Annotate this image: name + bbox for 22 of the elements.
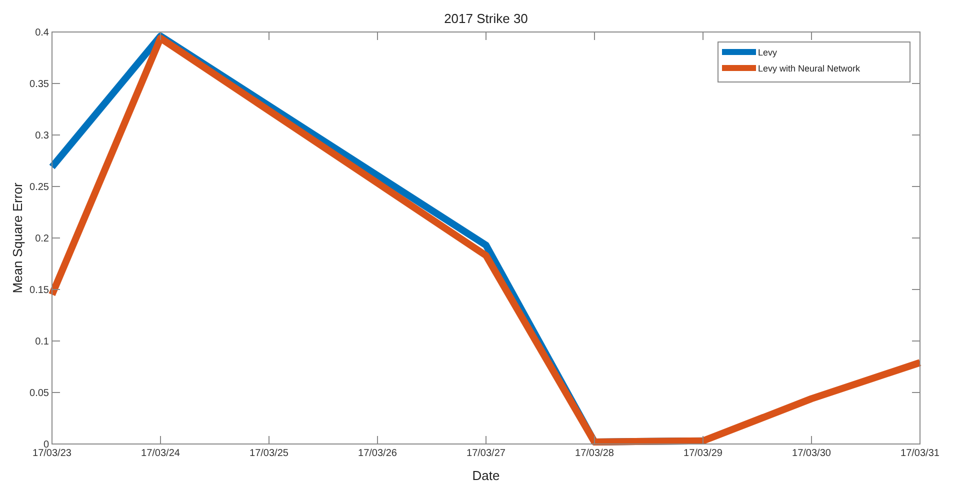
x-tick-label: 17/03/27 <box>466 448 506 459</box>
x-tick-label: 17/03/31 <box>900 448 940 459</box>
y-tick-label: 0.4 <box>35 28 50 38</box>
x-tick-label: 17/03/29 <box>684 448 723 459</box>
x-tick-label: 17/03/28 <box>575 448 614 459</box>
x-tick-label: 17/03/25 <box>250 448 289 459</box>
legend-label: Levy with Neural Network <box>758 64 861 74</box>
y-tick-label: 0.15 <box>30 285 50 296</box>
y-tick-label: 0.35 <box>30 79 50 90</box>
x-tick-label: 17/03/30 <box>792 448 832 459</box>
legend-label: Levy <box>758 48 778 58</box>
y-tick-label: 0.05 <box>30 388 50 399</box>
y-tick-label: 0.25 <box>30 182 50 193</box>
y-tick-label: 0.1 <box>35 336 50 348</box>
y-tick-label: 0.2 <box>35 234 50 244</box>
x-tick-label: 17/03/23 <box>32 448 72 459</box>
x-tick-label: 17/03/26 <box>358 448 398 459</box>
x-tick-label: 17/03/24 <box>141 448 180 459</box>
chart-title: 2017 Strike 30 <box>444 11 528 26</box>
y-axis-title: Mean Square Error <box>10 182 25 294</box>
x-axis-title: Date <box>472 468 500 483</box>
y-tick-label: 0.3 <box>35 130 50 142</box>
